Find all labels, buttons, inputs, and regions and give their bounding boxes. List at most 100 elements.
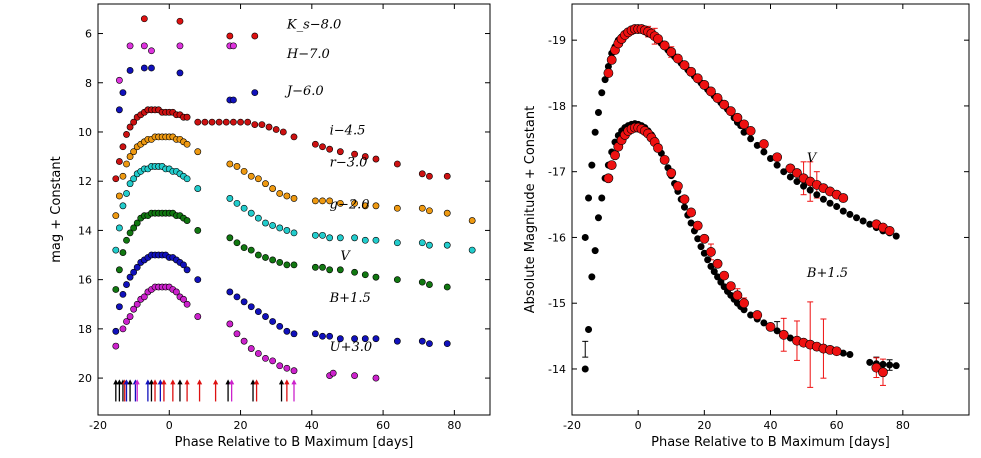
data-point-b-1-5 (112, 327, 120, 335)
spectrum-epoch-arrowhead (253, 379, 260, 385)
data-point-g-2-0 (123, 190, 130, 197)
data-point-i-4-5 (258, 121, 266, 128)
band-label: r−3.0 (330, 155, 368, 170)
data-point-b-1-5 (361, 335, 369, 343)
data-point-v (336, 266, 344, 274)
data-point-i-4-5 (201, 118, 209, 126)
data-point-i-4-5 (126, 123, 134, 131)
data-point-b-black (892, 362, 900, 370)
data-point-b-black (598, 194, 606, 202)
data-point-v (226, 234, 234, 242)
data-point-u-3-0 (247, 345, 255, 352)
data-point-v (443, 283, 451, 291)
data-point-u-3-0 (372, 374, 380, 382)
data-point-b-red (679, 194, 690, 205)
data-point-b-1-5 (183, 266, 191, 274)
data-point-v (326, 266, 334, 274)
data-point-b-red (672, 181, 683, 192)
data-point-i-4-5 (119, 143, 127, 151)
data-point-b-red (719, 270, 730, 281)
data-point-v-red (666, 47, 677, 57)
data-point-v-red (653, 33, 663, 44)
y-tick-label: 6 (85, 28, 92, 41)
data-point-v-red (672, 53, 683, 64)
spectrum-epoch-arrowhead (284, 379, 290, 385)
data-point-b-black (710, 268, 718, 276)
data-point-g-2-0 (290, 229, 298, 237)
data-point-b-red (831, 346, 842, 357)
y-tick-label: 14 (78, 224, 92, 237)
data-point-i-4-5 (279, 128, 287, 136)
x-tick-label: -20 (89, 419, 107, 432)
data-point-g-2-0 (311, 231, 319, 239)
data-point-b-black (886, 361, 894, 369)
data-point-i-4-5 (290, 133, 298, 141)
data-point-i-4-5 (215, 118, 223, 126)
data-point-v-black (819, 195, 827, 203)
data-point-b-red (725, 281, 736, 292)
y-tick-label: -19 (548, 34, 566, 47)
data-point-u-3-0 (254, 350, 262, 357)
band-label: U+3.0 (330, 340, 373, 355)
spectrum-epoch-arrowhead (113, 379, 119, 385)
spectrum-epoch-arrowhead (196, 379, 203, 385)
data-point-b-red (752, 310, 763, 320)
data-point-r-3-0 (126, 153, 134, 160)
data-point-b-black (846, 351, 854, 359)
data-point-u-3-0 (130, 305, 138, 313)
data-point-g-2-0 (183, 175, 191, 183)
band-label: H−7.0 (286, 47, 330, 62)
data-point-u-3-0 (329, 369, 337, 377)
y-tick-label: 20 (78, 372, 92, 385)
data-point-j-6-0 (176, 69, 184, 77)
data-point-v (269, 256, 277, 264)
data-point-v (290, 261, 298, 269)
data-point-v-red (838, 193, 849, 203)
data-point-v-red (606, 54, 617, 65)
data-point-b-1-5 (311, 330, 319, 338)
data-point-i-4-5 (115, 158, 123, 165)
y-axis-label: Absolute Magnitude + Constant (523, 106, 538, 313)
data-point-i-4-5 (244, 118, 252, 126)
data-point-u-3-0 (183, 300, 191, 308)
data-point-b-1-5 (269, 318, 277, 325)
y-axis-label: mag + Constant (49, 156, 64, 262)
data-point-g-2-0 (233, 199, 241, 207)
data-point-r-3-0 (351, 199, 358, 207)
data-point-b-1-5 (194, 276, 202, 284)
data-point-u-3-0 (226, 320, 234, 328)
data-point-u-3-0 (133, 300, 141, 308)
data-point-u-3-0 (233, 330, 241, 338)
spectrum-epoch-arrowhead (127, 379, 133, 385)
data-point-v-black (581, 233, 589, 241)
data-point-h-7-0 (126, 42, 134, 50)
data-point-b-1-5 (290, 330, 298, 338)
band-label: V (340, 249, 351, 264)
data-point-v (426, 281, 433, 288)
data-point-b-1-5 (130, 268, 138, 276)
data-point-g-2-0 (119, 202, 127, 210)
data-point-g-2-0 (468, 246, 476, 254)
y-tick-label: -16 (548, 231, 566, 244)
data-point-u-3-0 (262, 354, 269, 362)
data-point-v-black (859, 217, 867, 225)
data-point-v-black (760, 148, 768, 156)
data-point-i-4-5 (351, 150, 358, 158)
data-point-u-3-0 (126, 313, 134, 320)
data-point-i-4-5 (393, 160, 401, 168)
data-point-i-4-5 (311, 140, 319, 148)
data-point-v (233, 239, 241, 247)
data-point-b-1-5 (119, 291, 127, 298)
data-point-v-black (591, 128, 599, 136)
data-point-r-3-0 (276, 190, 284, 197)
data-point-r-3-0 (194, 148, 202, 156)
data-point-r-3-0 (283, 192, 291, 200)
data-point-v (133, 219, 141, 227)
data-point-u-3-0 (119, 325, 127, 333)
data-point-b-1-5 (226, 288, 234, 296)
data-point-i-4-5 (130, 118, 138, 126)
data-point-g-2-0 (326, 234, 334, 242)
data-point-g-2-0 (194, 185, 202, 192)
data-point-b-1-5 (326, 332, 334, 340)
spectrum-epoch-arrowhead (184, 379, 190, 385)
